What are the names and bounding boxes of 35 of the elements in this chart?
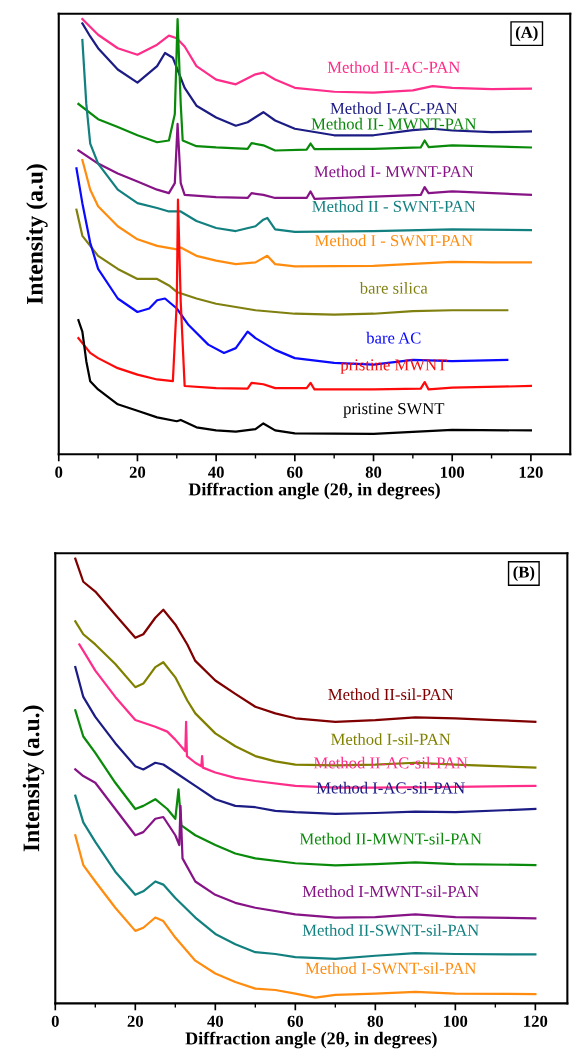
annotation: (A) bbox=[515, 26, 538, 42]
x-axis-title: Diffraction angle (2θ, in degrees) bbox=[188, 482, 440, 500]
x-tick-label: 120 bbox=[524, 1015, 548, 1027]
x-tick-label: 100 bbox=[444, 1015, 468, 1027]
x-tick-label: 60 bbox=[287, 1015, 304, 1027]
y-axis-title: Intensity (a.u) bbox=[26, 164, 48, 305]
x-tick-label: 40 bbox=[207, 1015, 224, 1027]
x-tick-label: 100 bbox=[441, 466, 465, 478]
series-label: Method II-MWNT-sil-PAN bbox=[299, 832, 482, 845]
series-label: Method II - SWNT-PAN bbox=[312, 200, 476, 213]
x-tick-label: 20 bbox=[127, 1015, 143, 1027]
series-label: bare AC bbox=[366, 331, 421, 344]
x-tick-label: 120 bbox=[519, 466, 543, 478]
series-label: bare silica bbox=[359, 282, 428, 294]
series-label: Method II- MWNT-PAN bbox=[311, 117, 477, 130]
series-label: Method I- MWNT-PAN bbox=[314, 165, 474, 178]
annotation: (B) bbox=[513, 565, 535, 582]
series-label: Method I-SWNT-sil-PAN bbox=[305, 962, 477, 975]
series-label: Method I-AC-PAN bbox=[330, 102, 458, 114]
x-tick-label: 60 bbox=[287, 466, 303, 478]
series-label: Method I - SWNT-PAN bbox=[315, 234, 473, 247]
x-tick-label: 80 bbox=[365, 466, 382, 478]
x-axis-title: Diffraction angle (2θ, in degrees) bbox=[185, 1031, 437, 1049]
series-label: Method I-MWNT-sil-PAN bbox=[302, 885, 479, 898]
series-label: pristine SWNT bbox=[343, 403, 445, 418]
series-label: Method II-sil-PAN bbox=[328, 688, 454, 701]
y-axis-title: Intensity (a.u.) bbox=[22, 705, 45, 852]
x-tick-label: 40 bbox=[208, 466, 224, 478]
x-tick-label: 0 bbox=[55, 466, 63, 478]
x-tick-label: 80 bbox=[367, 1015, 384, 1027]
x-tick-label: 0 bbox=[51, 1015, 59, 1027]
series-label: Method II-SWNT-sil-PAN bbox=[302, 924, 479, 936]
x-tick-label: 20 bbox=[129, 466, 146, 478]
series-label: Method I-sil-PAN bbox=[331, 733, 451, 745]
series-label: Method II-AC-PAN bbox=[327, 61, 460, 73]
